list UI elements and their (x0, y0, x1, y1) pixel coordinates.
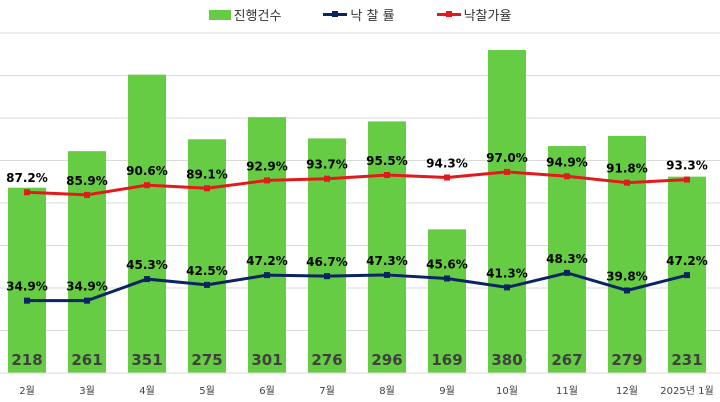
legend-item-blue: 낙 찰 률 (323, 5, 395, 24)
data-label: 45.6% (426, 257, 468, 271)
data-point (564, 173, 570, 180)
data-label: 91.8% (606, 162, 648, 176)
data-point (624, 287, 630, 294)
data-label: 94.3% (426, 157, 468, 171)
data-label: 45.3% (126, 258, 168, 272)
data-point (564, 269, 570, 276)
bar (548, 146, 586, 373)
x-tick-label: 2월 (19, 385, 35, 397)
data-point (324, 273, 330, 280)
bar (248, 117, 286, 374)
data-label: 95.5% (366, 154, 408, 168)
x-tick-label: 7월 (319, 385, 335, 397)
data-label: 41.3% (486, 266, 528, 280)
bar-label: 301 (251, 351, 282, 369)
data-label: 85.9% (66, 174, 108, 188)
bar-label: 261 (71, 351, 102, 369)
data-point (204, 281, 210, 288)
bar-label: 276 (311, 351, 342, 369)
data-label: 92.9% (246, 159, 288, 173)
legend-item-bar: 진행건수 (208, 5, 282, 24)
bar (368, 121, 406, 374)
data-label: 46.7% (306, 255, 348, 269)
legend-swatch-green (208, 9, 231, 20)
data-point (444, 174, 450, 181)
data-point (204, 185, 210, 192)
data-label: 48.3% (546, 252, 588, 266)
data-point (24, 189, 30, 196)
data-label: 94.9% (546, 155, 588, 169)
legend-label: 진행건수 (233, 9, 282, 24)
legend-swatch-navy (323, 11, 348, 17)
legend-label: 낙찰가율 (463, 9, 512, 24)
bar-label: 231 (671, 351, 702, 369)
x-tick-label: 9월 (439, 385, 455, 397)
bar (608, 135, 646, 373)
data-label: 90.6% (126, 164, 168, 178)
series-line-1 (27, 271, 688, 303)
data-point (684, 272, 690, 279)
data-point (144, 182, 150, 189)
bar (188, 139, 226, 373)
bar-label: 169 (431, 351, 462, 369)
data-label: 97.0% (486, 151, 528, 165)
bar (68, 151, 106, 373)
data-point (504, 168, 510, 175)
data-label: 93.7% (306, 158, 348, 172)
legend: 진행건수 낙 찰 률 낙찰가율 (0, 5, 720, 24)
bar-label: 296 (371, 351, 402, 369)
bar-label: 351 (131, 351, 162, 369)
x-tick-label: 6월 (259, 385, 275, 397)
data-label: 42.5% (186, 264, 228, 278)
legend-item-red: 낙찰가율 (436, 5, 512, 24)
bar-label: 267 (551, 351, 582, 369)
bar-label: 218 (11, 351, 42, 369)
data-point (384, 172, 390, 179)
bar (128, 74, 166, 374)
data-label: 34.9% (66, 280, 108, 294)
data-label: 87.2% (6, 171, 48, 185)
legend-label: 낙 찰 률 (350, 9, 395, 24)
data-point (24, 297, 30, 304)
x-tick-label: 3월 (79, 385, 95, 397)
data-label: 47.2% (666, 254, 708, 268)
bar-label: 380 (491, 351, 522, 369)
x-tick-label: 11월 (556, 385, 578, 397)
data-point (624, 179, 630, 186)
data-point (324, 175, 330, 182)
x-tick-label: 5월 (199, 385, 215, 397)
series-line-2 (26, 170, 688, 197)
x-tick-label: 2025년 1월 (660, 385, 713, 397)
data-point (504, 284, 510, 291)
bar (8, 187, 46, 373)
data-label: 89.1% (186, 167, 228, 181)
data-point (264, 177, 270, 184)
data-point (684, 176, 690, 183)
x-tick-label: 8월 (379, 385, 395, 397)
bar-label: 275 (191, 351, 222, 369)
bar (488, 50, 526, 373)
x-tick-label: 10월 (496, 385, 518, 397)
data-label: 47.2% (246, 254, 288, 268)
data-point (84, 297, 90, 304)
bar (428, 229, 466, 373)
data-label: 47.3% (366, 254, 408, 268)
x-tick-label: 4월 (139, 385, 155, 397)
legend-swatch-red (436, 11, 461, 17)
data-label: 93.3% (666, 159, 708, 173)
x-tick-label: 12월 (616, 385, 638, 397)
data-point (264, 272, 270, 279)
data-point (384, 271, 390, 278)
data-point (444, 275, 450, 282)
data-label: 39.8% (606, 269, 648, 283)
data-label: 34.9% (6, 280, 48, 294)
data-point (144, 276, 150, 283)
bar-label: 279 (611, 351, 642, 369)
data-point (84, 191, 90, 198)
